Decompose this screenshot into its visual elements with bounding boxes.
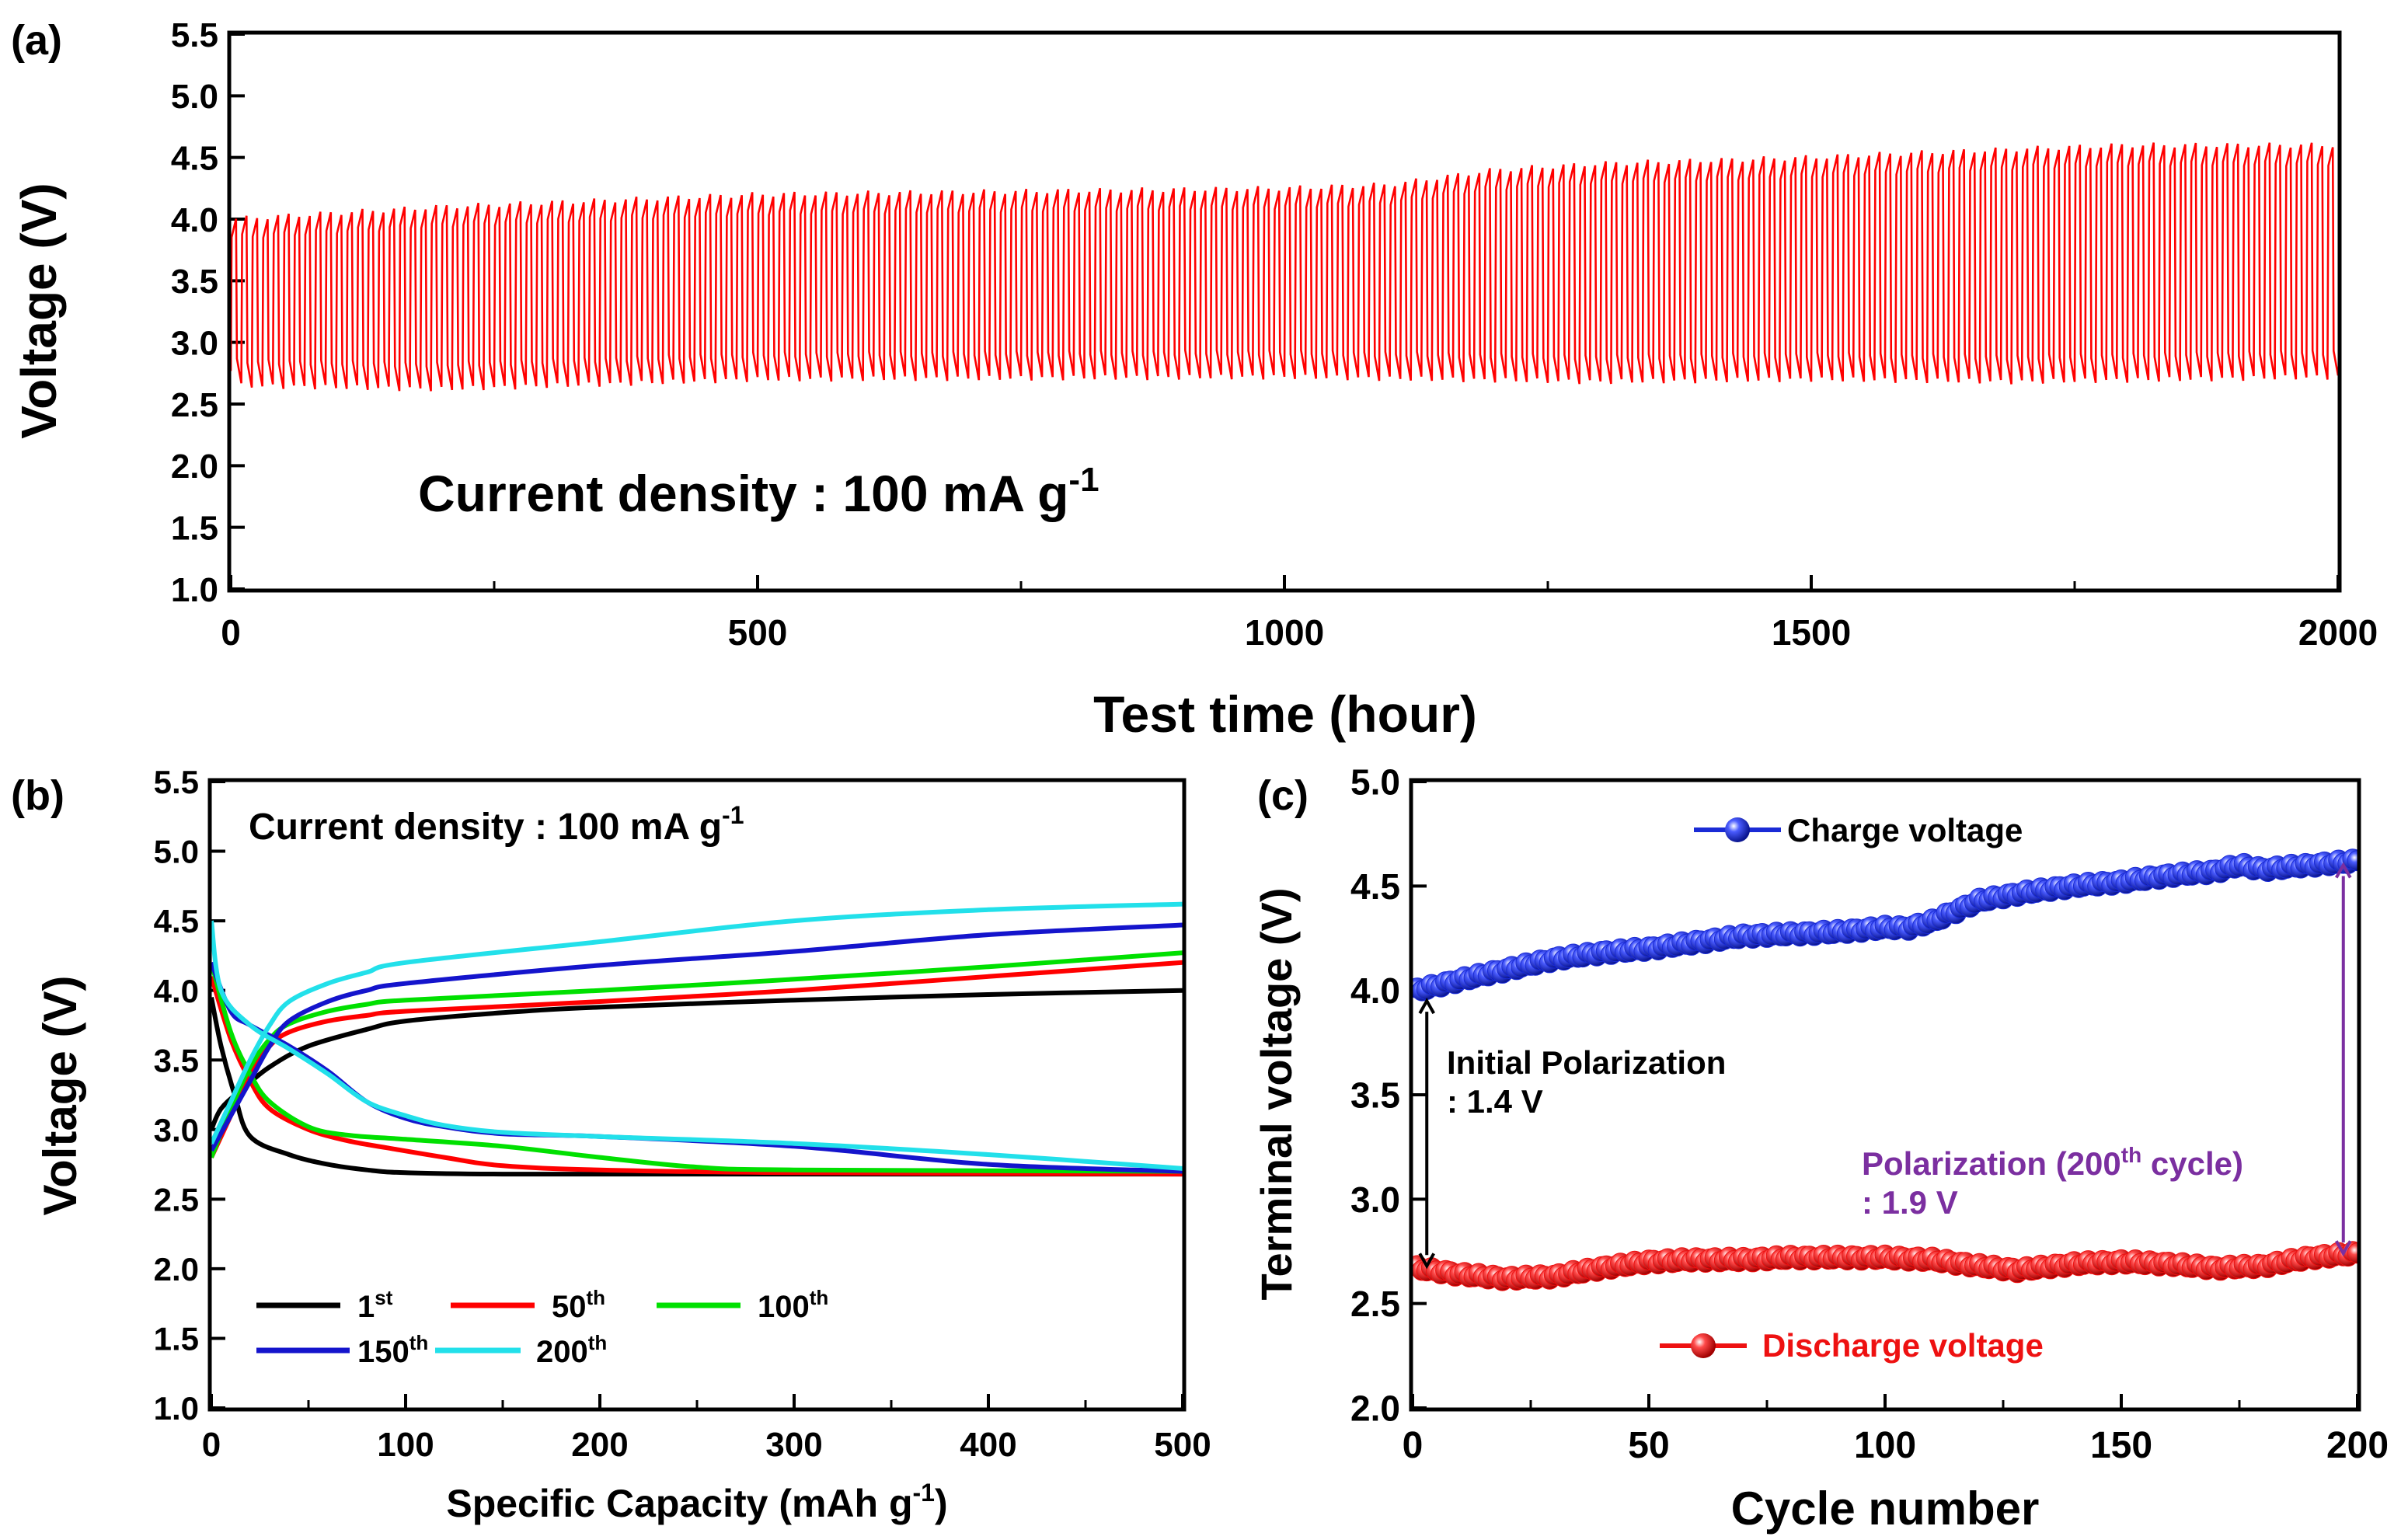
legend-discharge: Discharge voltage	[1660, 1327, 2044, 1364]
ytick-label: 3.5	[154, 1042, 199, 1078]
ytick-label: 2.0	[154, 1251, 199, 1287]
polarization-200-arrow	[2335, 862, 2352, 1257]
panel-c-frame	[1409, 778, 2361, 1412]
panel-c-yticks: 2.0 2.5 3.0 3.5 4.0 4.5 5.0	[1350, 762, 1427, 1429]
ytick-label: 4.0	[171, 201, 218, 239]
legend-150-label: 150th	[357, 1331, 428, 1369]
ytick-label: 3.5	[171, 263, 218, 301]
ytick-label: 4.5	[154, 903, 199, 939]
cycle-1-charge-curve	[211, 988, 1183, 1131]
legend-discharge-marker	[1691, 1333, 1716, 1358]
xtick-label: 0	[1403, 1425, 1424, 1466]
cycle-100-charge-curve	[211, 950, 1183, 1158]
ytick-label: 4.5	[171, 140, 218, 178]
panel-c-xlabel: Cycle number	[1731, 1483, 2040, 1535]
ytick-label: 1.5	[171, 510, 218, 548]
xtick-label: 300	[765, 1426, 822, 1464]
panel-c-ylabel: Terminal voltage (V)	[1252, 887, 1301, 1300]
panel-b-ylabel: Voltage (V)	[34, 976, 86, 1216]
initial-polarization-line2: : 1.4 V	[1447, 1083, 1543, 1120]
series-charge	[1413, 848, 2357, 1002]
legend-1-label: 1st	[357, 1286, 393, 1324]
panel-a-label: (a)	[11, 17, 62, 64]
panel-a: (a) 1.0 1.5 2.0 2.5 3.0 3.5 4.0 4.5 5.0 5.5 0 500 1…	[11, 16, 2378, 743]
cycle-150-charge-curve	[211, 922, 1183, 1152]
xtick-label: 500	[728, 612, 788, 653]
xtick-label: 100	[377, 1426, 434, 1464]
initial-polarization-arrow	[1418, 998, 1435, 1270]
ytick-label: 1.0	[154, 1390, 199, 1427]
xtick-label: 2000	[2298, 612, 2378, 653]
data-point	[2347, 1242, 2357, 1264]
ytick-label: 4.5	[1350, 866, 1400, 907]
panel-a-frame	[227, 30, 2342, 593]
ytick-label: 4.0	[154, 973, 199, 1009]
panel-b-frame	[207, 778, 1187, 1412]
series-discharge	[1413, 1241, 2357, 1291]
ytick-label: 3.0	[171, 325, 218, 363]
xtick-label: 0	[202, 1426, 221, 1464]
legend-100-label: 100th	[758, 1286, 828, 1324]
ytick-label: 5.5	[154, 764, 199, 800]
ytick-label: 3.0	[1350, 1179, 1400, 1220]
ytick-label: 2.5	[171, 386, 218, 424]
panel-a-yticks: 1.0 1.5 2.0 2.5 3.0 3.5 4.0 4.5 5.0 5.5	[171, 16, 245, 609]
ytick-label: 2.5	[154, 1181, 199, 1218]
panel-b: (b) 1.0 1.5 2.0 2.5 3.0 3.5 4.0 4.5 5.0 5.5 0 100 2…	[11, 764, 1211, 1525]
panel-a-xlabel: Test time (hour)	[1093, 685, 1477, 743]
panel-a-annotation: Current density : 100 mA g-1	[418, 461, 1099, 522]
xtick-label: 1500	[1772, 612, 1851, 653]
ytick-label: 2.0	[1350, 1388, 1400, 1429]
ytick-label: 1.0	[171, 571, 218, 609]
initial-polarization-line1: Initial Polarization	[1447, 1044, 1726, 1081]
ytick-label: 3.0	[154, 1112, 199, 1148]
xtick-label: 150	[2090, 1425, 2152, 1466]
ytick-label: 5.0	[171, 78, 218, 116]
ytick-label: 5.5	[171, 16, 218, 54]
panel-b-annotation: Current density : 100 mA g-1	[249, 801, 744, 848]
cycle-1-discharge-curve	[211, 997, 1183, 1177]
ytick-label: 2.5	[1350, 1284, 1400, 1324]
panel-c: (c) 2.0 2.5 3.0 3.5 4.0 4.5 5.0 0 50 100 150 200 C…	[1252, 762, 2389, 1535]
xtick-label: 500	[1154, 1426, 1211, 1464]
ytick-label: 4.0	[1350, 970, 1400, 1011]
ytick-label: 3.5	[1350, 1075, 1400, 1116]
panel-c-xticks: 0 50 100 150 200	[1403, 1394, 2389, 1466]
xtick-label: 200	[2326, 1425, 2389, 1466]
ytick-label: 2.0	[171, 448, 218, 486]
xtick-label: 50	[1628, 1425, 1669, 1466]
legend-charge: Charge voltage	[1694, 812, 2023, 848]
panel-b-label: (b)	[11, 772, 64, 819]
xtick-label: 100	[1854, 1425, 1916, 1466]
xtick-label: 200	[571, 1426, 628, 1464]
xtick-label: 400	[960, 1426, 1016, 1464]
polarization-200-line1: Polarization (200th cycle)	[1862, 1143, 2243, 1182]
legend-200-label: 200th	[536, 1331, 607, 1369]
legend-charge-marker	[1725, 817, 1750, 842]
panel-b-legend: 1st 50th 100th 150th 200th	[256, 1286, 828, 1369]
xtick-label: 0	[221, 612, 241, 653]
legend-charge-label: Charge voltage	[1787, 812, 2023, 848]
panel-b-xlabel: Specific Capacity (mAh g-1)	[446, 1479, 947, 1525]
panel-a-ylabel: Voltage (V)	[11, 183, 67, 439]
panel-c-label: (c)	[1257, 772, 1309, 819]
ytick-label: 5.0	[1350, 762, 1400, 803]
legend-50-label: 50th	[552, 1286, 605, 1324]
cycle-200-charge-curve	[211, 901, 1183, 1145]
polarization-200-line2: : 1.9 V	[1862, 1184, 1958, 1221]
ytick-label: 5.0	[154, 834, 199, 870]
data-point	[2347, 850, 2357, 872]
legend-discharge-label: Discharge voltage	[1762, 1327, 2044, 1364]
panel-b-yticks: 1.0 1.5 2.0 2.5 3.0 3.5 4.0 4.5 5.0 5.5	[154, 764, 225, 1427]
voltage-profile-line	[231, 142, 2338, 392]
ytick-label: 1.5	[154, 1321, 199, 1357]
panel-b-xticks: 0 100 200 300 400 500	[202, 1394, 1211, 1464]
cycle-50-charge-curve	[211, 960, 1183, 1158]
cycle-200-discharge-curve	[211, 920, 1183, 1171]
xtick-label: 1000	[1245, 612, 1324, 653]
panel-a-xticks: 0 500 1000 1500 2000	[221, 575, 2378, 653]
